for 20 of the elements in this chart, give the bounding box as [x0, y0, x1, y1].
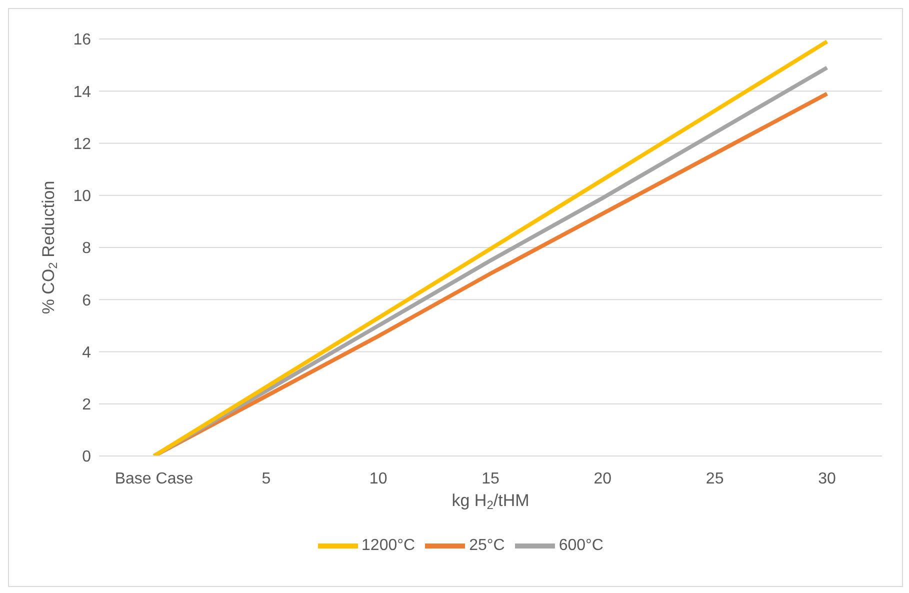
y-tick-label: 14	[73, 84, 92, 101]
x-tick-label: Base Case	[114, 470, 194, 488]
y-tick-label: 6	[82, 292, 92, 310]
y-tick-label: 12	[73, 136, 92, 153]
legend-label: 1200°C	[362, 537, 416, 554]
y-tick-label: 8	[82, 240, 92, 258]
y-tick-label: 2	[82, 396, 92, 414]
x-tick-label: 5	[262, 470, 271, 488]
legend-label: 600°C	[558, 537, 604, 554]
y-tick-label: 16	[73, 32, 92, 49]
x-tick-label: 15	[482, 470, 500, 488]
y-tick-label: 0	[82, 448, 92, 466]
x-tick-label: 10	[369, 470, 388, 488]
x-axis-title: kg H$_{2}$/tHM	[452, 491, 530, 512]
x-tick-label: 30	[818, 470, 836, 488]
x-tick-label: 25	[706, 470, 724, 488]
x-tick-label: 20	[594, 470, 612, 488]
legend-label: 25°C	[469, 537, 505, 554]
y-tick-label: 10	[73, 188, 92, 206]
y-tick-label: 4	[82, 344, 92, 362]
